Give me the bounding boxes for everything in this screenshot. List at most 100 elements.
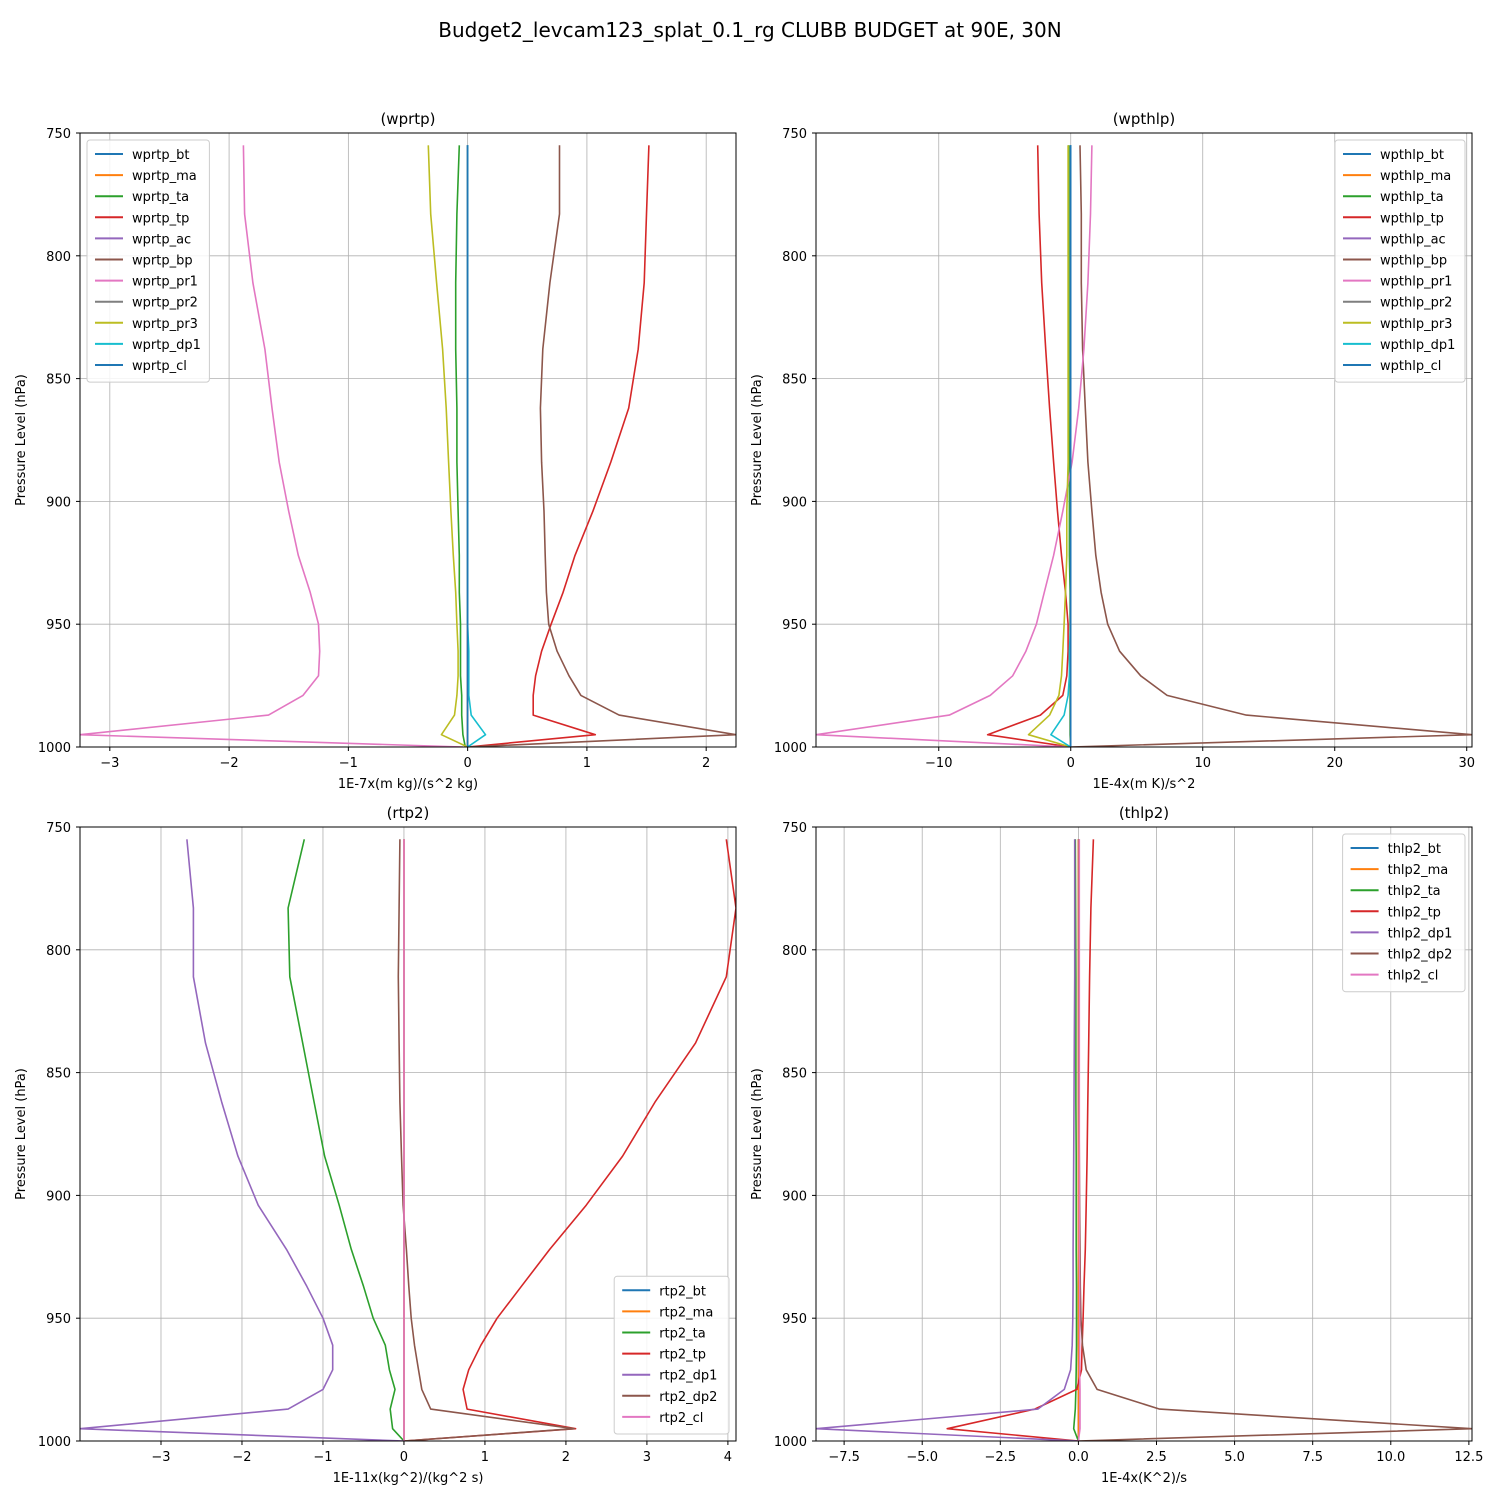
series-line-rtp2_dp2 — [397, 839, 575, 1441]
x-tick-label: 5.0 — [1224, 1450, 1245, 1465]
legend: thlp2_bt thlp2_ma thlp2_ta thlp2_tp thlp2_dp… — [1342, 833, 1466, 993]
figure-suptitle: Budget2_levcam123_splat_0.1_rg CLUBB BUD… — [438, 18, 1061, 42]
legend-entry: thlp2_dp1 — [1388, 926, 1453, 941]
y-tick-label: 800 — [46, 250, 71, 265]
legend-entry: wpthlp_ma — [1380, 169, 1451, 184]
panels: −3 −2 −1 0 1 27508008509009501000(wprtp)1E-7x… — [14, 110, 1483, 1486]
series-line-rtp2_ta — [287, 839, 405, 1441]
x-tick-label: −2 — [220, 756, 239, 771]
series-line-wprtp_pr1 — [80, 145, 463, 747]
x-tick-label: −5.0 — [906, 1450, 938, 1465]
legend-entry: thlp2_cl — [1388, 969, 1439, 984]
y-tick-label: 1000 — [774, 1435, 807, 1450]
y-axis-label: Pressure Level (hPa) — [750, 374, 765, 506]
y-tick-label: 900 — [46, 495, 71, 510]
x-tick-label: 20 — [1326, 756, 1343, 771]
legend-entry: wprtp_ac — [132, 232, 191, 247]
legend-entry: wpthlp_ac — [1380, 232, 1446, 247]
series-line-wprtp_ta — [454, 145, 467, 747]
legend: wprtp_bt wprtp_ma wprtp_ta wprtp_tp wprtp_ac… — [86, 139, 210, 383]
legend-entry: thlp2_tp — [1388, 905, 1441, 920]
y-tick-label: 1000 — [38, 741, 71, 756]
y-tick-label: 900 — [782, 495, 807, 510]
axes-frame — [815, 826, 1473, 1442]
series-line-thlp2_dp1 — [816, 839, 1079, 1441]
x-tick-label: −3 — [151, 1450, 170, 1465]
x-tick-label: −1 — [339, 756, 358, 771]
legend-entry: rtp2_bt — [659, 1284, 706, 1299]
y-tick-label: 850 — [46, 373, 71, 388]
legend-entry: thlp2_dp2 — [1388, 948, 1453, 963]
x-tick-label: 1 — [481, 1450, 489, 1465]
axes-frame — [815, 132, 1473, 748]
series-lines — [816, 145, 1472, 747]
axes-frame — [79, 826, 737, 1442]
panel-thlp2: −7.5 −5.0 −2.5 0.0 2.5 5.0 7.5 10.0 12.5 750 800 85… — [750, 804, 1483, 1486]
y-tick-label: 1000 — [774, 741, 807, 756]
panel-title: (rtp2) — [387, 804, 430, 822]
legend-entry: wpthlp_pr1 — [1380, 275, 1452, 290]
series-line-wpthlp_pr3 — [1027, 145, 1071, 747]
legend-entry: wpthlp_dp1 — [1380, 338, 1455, 353]
legend-box — [613, 1275, 730, 1435]
legend-entry: wprtp_dp1 — [132, 338, 201, 353]
series-line-wprtp_bp — [467, 145, 736, 747]
x-axis-label: 1E-11x(kg^2)/(kg^2 s) — [333, 1471, 484, 1486]
legend-entry: rtp2_dp2 — [659, 1390, 717, 1405]
legend-entry: wpthlp_bp — [1380, 254, 1447, 269]
series-line-wprtp_pr3 — [427, 145, 468, 747]
x-tick-label: 0.0 — [1068, 1450, 1089, 1465]
y-tick-label: 950 — [46, 1312, 71, 1327]
x-tick-label: 30 — [1458, 756, 1475, 771]
x-tick-label: 12.5 — [1454, 1450, 1483, 1465]
series-line-wpthlp_pr1 — [816, 145, 1093, 747]
y-tick-label: 800 — [782, 944, 807, 959]
legend: wpthlp_bt wpthlp_ma wpthlp_ta wpthlp_tpwpth… — [1334, 139, 1466, 383]
y-tick-label: 850 — [782, 1067, 807, 1082]
legend-entry: wprtp_ma — [132, 169, 197, 184]
legend-entry: wprtp_ta — [132, 190, 189, 205]
y-tick-label: 750 — [782, 127, 807, 142]
x-tick-label: 2.5 — [1146, 1450, 1167, 1465]
legend-entry: wpthlp_tp — [1380, 211, 1444, 226]
y-tick-label: 850 — [46, 1067, 71, 1082]
y-axis-label: Pressure Level (hPa) — [14, 1068, 29, 1200]
y-tick-label: 900 — [46, 1189, 71, 1204]
y-tick-label: 900 — [782, 1189, 807, 1204]
y-tick-label: 750 — [46, 127, 71, 142]
panel-title: (wprtp) — [380, 110, 435, 128]
series-line-wpthlp_tp — [986, 145, 1071, 747]
x-tick-label: −7.5 — [828, 1450, 860, 1465]
legend-entry: wprtp_bp — [132, 254, 193, 269]
legend-box — [1342, 833, 1466, 993]
x-tick-label: 7.5 — [1302, 1450, 1323, 1465]
x-tick-label: −3 — [100, 756, 119, 771]
legend-entry: rtp2_tp — [659, 1348, 706, 1363]
x-tick-label: −2.5 — [985, 1450, 1017, 1465]
legend-entry: wprtp_cl — [132, 359, 187, 374]
panel-wpthlp: −10 0 10 20 30 750 800 850 900 950 1000 (wpthlp) 1E-… — [750, 110, 1475, 792]
legend-entry: wprtp_pr2 — [132, 296, 198, 311]
legend-box — [1334, 139, 1466, 383]
x-tick-label: 3 — [643, 1450, 651, 1465]
series-line-thlp2_tp — [946, 839, 1095, 1441]
legend-entry: wprtp_pr3 — [132, 317, 198, 332]
legend-entry: rtp2_cl — [659, 1411, 703, 1426]
x-tick-label: 0 — [1067, 756, 1075, 771]
series-line-thlp2_ta — [1072, 839, 1080, 1441]
series-line-thlp2_cl — [1077, 839, 1081, 1441]
x-tick-label: 2 — [702, 756, 710, 771]
x-axis-label: 1E-4x(m K)/s^2 — [1093, 777, 1196, 792]
panel-title: (wpthlp) — [1113, 110, 1176, 128]
panel-title: (thlp2) — [1119, 804, 1169, 822]
x-tick-label: 4 — [724, 1450, 732, 1465]
legend-box — [86, 139, 210, 383]
series-line-wprtp_dp1 — [466, 145, 487, 747]
legend-entry: wpthlp_bt — [1380, 148, 1444, 163]
axes-frame — [79, 132, 737, 748]
x-tick-label: −10 — [925, 756, 952, 771]
x-tick-label: 2 — [562, 1450, 570, 1465]
y-axis-label: Pressure Level (hPa) — [14, 374, 29, 506]
series-lines — [80, 839, 736, 1441]
